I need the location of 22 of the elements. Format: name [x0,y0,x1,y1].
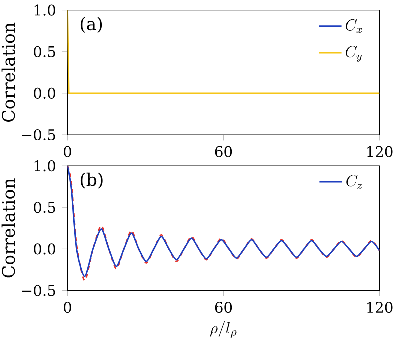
y-tick-label: 0.0 [34,244,56,255]
y-tick-label: −0.5 [22,285,56,296]
x-tick-label: 120 [368,146,393,158]
x-tick-label: 60 [215,302,232,314]
y-tick-label: 0.5 [34,46,56,58]
legend-label: $C_y$ [346,46,362,62]
annotation: (a) [80,17,102,34]
x-tick-label: 60 [215,146,232,158]
y-tick-label: 1.0 [34,4,56,16]
x-tick-label: 120 [368,302,393,314]
x-axis-title: $\rho/l_\rho$ [210,321,237,338]
x-tick-label: 0 [64,146,72,158]
y-tick-label: 0.0 [34,88,56,99]
legend-label: $C_z$ [346,175,362,189]
y-tick-label: 0.5 [34,202,56,214]
y-tick-label: −0.5 [22,129,56,141]
y-axis-title: Correlation [2,178,16,278]
legend-label: $C_x$ [346,19,362,34]
y-tick-label: 1.0 [34,160,56,172]
x-tick-label: 0 [64,302,72,314]
annotation: (b) [80,172,103,189]
y-axis-title: Correlation [2,22,16,122]
